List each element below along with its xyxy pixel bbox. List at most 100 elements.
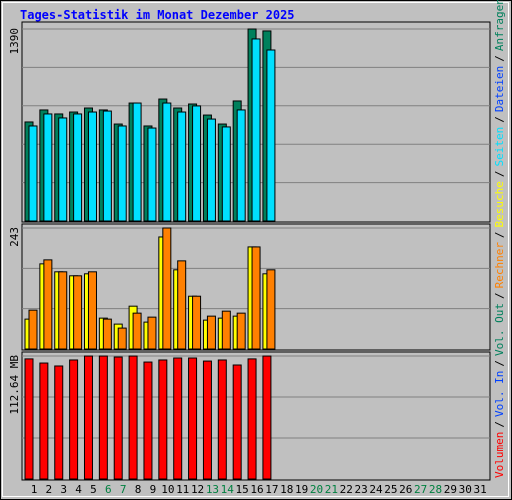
x-tick-label: 23 <box>355 483 368 496</box>
legend-entry: Seiten <box>493 127 506 167</box>
bar <box>221 126 231 222</box>
legend-separator: / <box>493 360 506 367</box>
x-tick-label: 31 <box>473 483 486 496</box>
legend-separator: / <box>493 170 506 177</box>
x-tick-label: 25 <box>384 483 397 496</box>
bar <box>147 316 157 350</box>
x-tick-label: 21 <box>325 483 338 496</box>
bar <box>28 125 38 222</box>
x-tick-label: 13 <box>206 483 219 496</box>
x-tick-label: 6 <box>105 483 112 496</box>
bar <box>113 356 123 480</box>
legend-entry: Rechner <box>493 242 506 289</box>
x-tick-label: 24 <box>369 483 383 496</box>
x-tick-label: 26 <box>399 483 412 496</box>
legend-entry: Volumen <box>493 432 506 478</box>
x-tick-label: 1 <box>31 483 38 496</box>
bar <box>206 315 216 350</box>
x-tick-label: 22 <box>340 483 353 496</box>
bar <box>251 38 261 222</box>
bar <box>54 365 64 480</box>
x-tick-label: 4 <box>75 483 82 496</box>
legend: Volumen / Vol. In / Vol. Out / Rechner / Besuche… <box>493 0 506 478</box>
bar <box>206 118 216 222</box>
bar <box>28 309 38 350</box>
bar <box>102 110 112 222</box>
y-tick-label: 243 <box>8 227 21 247</box>
bar <box>247 358 257 480</box>
bar <box>266 269 276 350</box>
bar <box>192 295 202 350</box>
legend-entry: Anfragen <box>493 0 506 51</box>
bar <box>128 355 138 480</box>
bar <box>266 49 276 222</box>
bar <box>58 117 68 222</box>
bar <box>221 310 231 350</box>
x-tick-label: 17 <box>265 483 278 496</box>
bar <box>132 102 142 222</box>
bar <box>143 361 153 480</box>
bar <box>162 227 172 350</box>
bar <box>177 260 187 350</box>
bar <box>162 102 172 222</box>
bar <box>117 125 127 222</box>
bar <box>58 271 68 350</box>
x-tick-label: 20 <box>310 483 323 496</box>
bar <box>43 259 53 350</box>
legend-entry: Vol. In <box>493 371 506 417</box>
bar <box>232 364 242 480</box>
legend-separator: / <box>493 292 506 299</box>
x-tick-label: 2 <box>46 483 53 496</box>
bar <box>117 327 127 350</box>
x-tick-label: 8 <box>135 483 142 496</box>
legend-separator: / <box>493 55 506 62</box>
bar <box>236 109 246 222</box>
x-tick-label: 3 <box>60 483 67 496</box>
x-tick-label: 12 <box>191 483 204 496</box>
legend-separator: / <box>493 231 506 238</box>
x-tick-label: 27 <box>414 483 427 496</box>
x-tick-label: 30 <box>459 483 472 496</box>
chart-title: Tages-Statistik im Monat Dezember 2025 <box>20 8 295 22</box>
legend-entry: Dateien <box>493 66 506 112</box>
bar <box>24 358 34 480</box>
legend-separator: / <box>493 421 506 428</box>
x-tick-label: 7 <box>120 483 127 496</box>
x-tick-label: 18 <box>280 483 293 496</box>
x-tick-label: 29 <box>444 483 457 496</box>
legend-entry: Besuche <box>493 181 506 227</box>
bar <box>43 113 53 222</box>
bar <box>262 355 272 480</box>
bar <box>69 359 79 480</box>
x-tick-label: 19 <box>295 483 308 496</box>
bar <box>73 113 83 222</box>
y-tick-label: 112.64 MB <box>8 355 21 415</box>
bar <box>83 355 93 480</box>
bar <box>158 359 168 480</box>
x-tick-label: 10 <box>161 483 174 496</box>
bar <box>173 357 183 480</box>
y-tick-label: 1390 <box>8 28 21 55</box>
bar <box>39 362 49 480</box>
bar <box>236 312 246 350</box>
bar <box>87 271 97 350</box>
x-tick-label: 28 <box>429 483 442 496</box>
legend-separator: / <box>493 116 506 123</box>
x-tick-label: 15 <box>236 483 249 496</box>
bar <box>177 111 187 222</box>
bar <box>73 275 83 350</box>
bar <box>102 318 112 350</box>
x-tick-label: 16 <box>250 483 263 496</box>
legend-entry: Vol. Out <box>493 303 506 356</box>
x-tick-label: 11 <box>176 483 189 496</box>
bar <box>188 357 198 480</box>
x-tick-label: 9 <box>150 483 157 496</box>
x-tick-label: 14 <box>221 483 235 496</box>
bar <box>251 246 261 350</box>
bar <box>147 127 157 222</box>
bar <box>132 312 142 350</box>
bar <box>192 105 202 222</box>
bar <box>87 111 97 222</box>
